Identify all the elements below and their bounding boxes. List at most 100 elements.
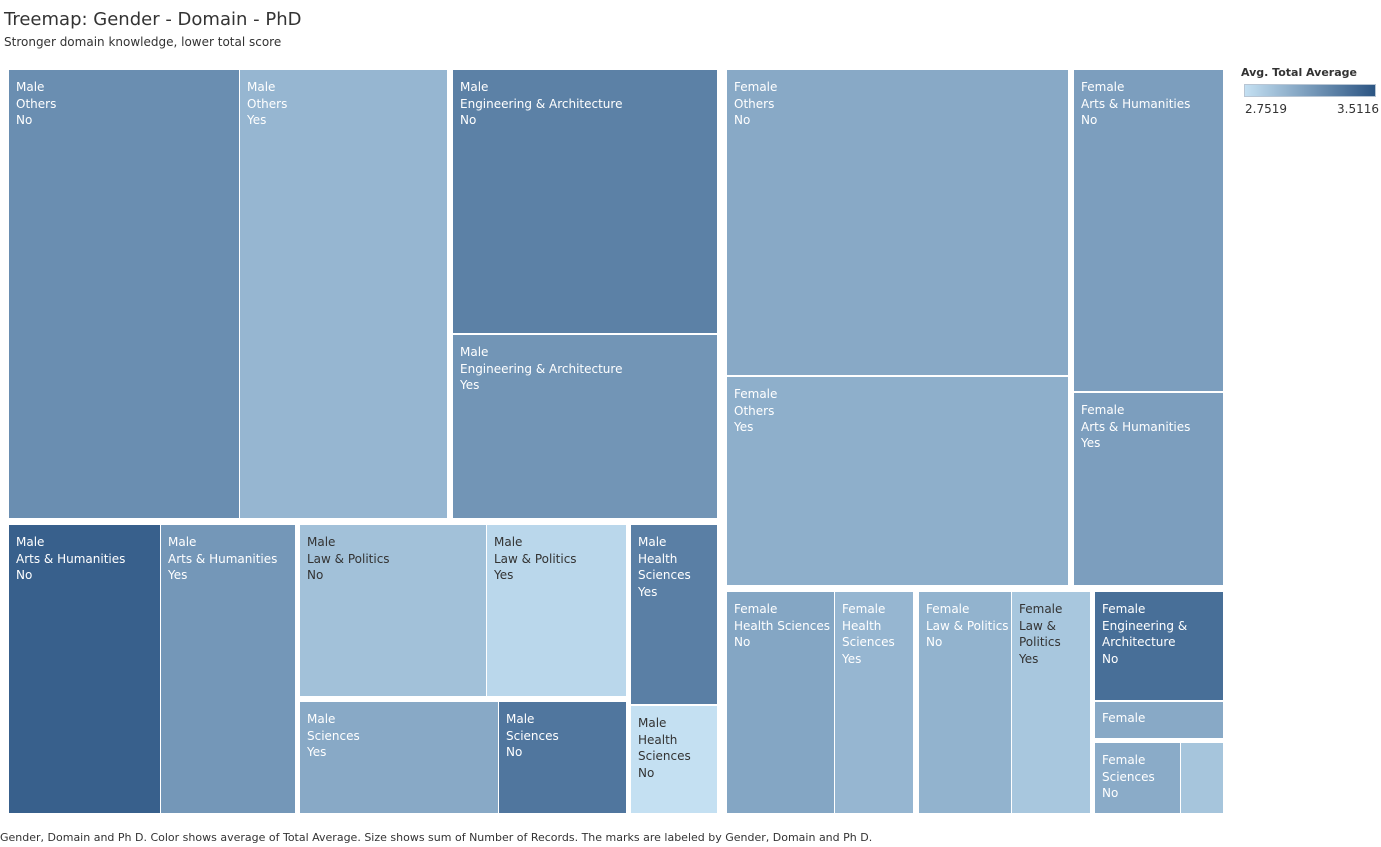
treemap-cell-m-arts-no[interactable]: Male Arts & Humanities No <box>9 525 160 813</box>
cell-label-line: Male <box>506 712 535 726</box>
cell-label-line: Male <box>16 535 45 549</box>
cell-label-line: Sciences <box>1102 769 1155 784</box>
treemap-cell-f-others-yes[interactable]: Female Others Yes <box>727 377 1068 585</box>
cell-label-line: Others <box>734 403 775 418</box>
cell-label-line: Female <box>1081 80 1125 94</box>
cell-label-line: Arts & Humanities <box>168 551 278 566</box>
legend-color-ramp <box>1244 84 1376 97</box>
treemap-cell-m-sci-yes[interactable]: Male Sciences Yes <box>300 702 498 813</box>
cell-label-line: No <box>506 745 523 759</box>
cell-label-line: Health Sciences <box>734 618 830 633</box>
cell-label-line: Male <box>307 712 336 726</box>
chart-subtitle: Stronger domain knowledge, lower total s… <box>4 35 282 49</box>
cell-label-line: No <box>1102 786 1119 800</box>
treemap-cell-m-health-yes[interactable]: Male Health Sciences Yes <box>631 525 717 704</box>
cell-label-line: Arts & Humanities <box>16 551 126 566</box>
cell-label-line: Female <box>842 602 886 616</box>
cell-label-line: No <box>734 113 751 127</box>
cell-label-line: Male <box>460 80 489 94</box>
treemap-cell-f-sci-yes[interactable] <box>1181 743 1223 813</box>
cell-label-line: Yes <box>494 568 514 582</box>
treemap-cell-f-law-yes[interactable]: Female Law & Politics Yes <box>1012 592 1090 813</box>
cell-label-line: Female <box>1102 711 1146 725</box>
chart-title: Treemap: Gender - Domain - PhD <box>4 9 302 30</box>
cell-label-line: Female <box>1081 403 1125 417</box>
treemap-cell-f-arts-yes[interactable]: Female Arts & Humanities Yes <box>1074 393 1223 585</box>
cell-label-line: Yes <box>638 584 658 599</box>
cell-label-line: Law & <box>1019 618 1057 633</box>
treemap-cell-m-law-no[interactable]: Male Law & Politics No <box>300 525 486 696</box>
treemap-cell-m-others-yes[interactable]: Male Others Yes <box>240 70 447 518</box>
treemap-cell-f-arts-no[interactable]: Female Arts & Humanities No <box>1074 70 1223 391</box>
cell-label-line: No <box>307 568 324 582</box>
cell-label-line: Male <box>168 535 197 549</box>
treemap-cell-f-sci-no[interactable]: Female Sciences No <box>1095 743 1180 813</box>
cell-label-line: Yes <box>1081 436 1101 450</box>
cell-label-line: Others <box>16 96 57 111</box>
treemap-cell-f-eng-yes[interactable]: Female <box>1095 702 1223 738</box>
cell-label-line: Health <box>638 551 678 566</box>
cell-label-line: Health <box>638 732 678 747</box>
cell-label-line: No <box>734 635 751 649</box>
cell-label-line: Sciences <box>638 749 691 763</box>
chart-caption: Gender, Domain and Ph D. Color shows ave… <box>0 831 873 844</box>
cell-label-line: Engineering & <box>1102 618 1188 633</box>
cell-label-line: Yes <box>460 378 480 392</box>
treemap-cell-m-eng-no[interactable]: Male Engineering & Architecture No <box>453 70 717 333</box>
cell-label-line: Male <box>638 716 667 730</box>
cell-label-line: Female <box>1102 602 1146 616</box>
treemap-cell-f-law-no[interactable]: Female Law & Politics No <box>919 592 1011 813</box>
cell-label-line: Law & Politics <box>926 618 1009 633</box>
treemap-cell-m-law-yes[interactable]: Male Law & Politics Yes <box>487 525 626 696</box>
cell-label-line: Health <box>842 618 882 633</box>
treemap-cell-f-eng-no[interactable]: Female Engineering & Architecture No <box>1095 592 1223 700</box>
cell-label-line: Male <box>247 80 276 94</box>
cell-label-line: Female <box>734 80 778 94</box>
legend-min-label: 2.7519 <box>1245 102 1287 116</box>
cell-label-line: Yes <box>247 113 267 127</box>
treemap-cell-m-arts-yes[interactable]: Male Arts & Humanities Yes <box>161 525 295 813</box>
cell-label-line: Engineering & Architecture <box>460 361 623 376</box>
treemap-cell-f-health-yes[interactable]: Female Health Sciences Yes <box>835 592 913 813</box>
cell-label-line: Others <box>734 96 775 111</box>
cell-label-line: Yes <box>1019 651 1039 666</box>
cell-label-line: Female <box>734 387 778 401</box>
cell-label-line: No <box>460 113 477 127</box>
cell-label-line: No <box>16 568 33 582</box>
treemap-cell-m-others-no[interactable]: Male Others No <box>9 70 239 518</box>
legend-max-label: 3.5116 <box>1337 102 1379 116</box>
treemap-cell-f-others-no[interactable]: Female Others No <box>727 70 1068 375</box>
cell-label-line: Sciences <box>506 728 559 743</box>
cell-label-line: Yes <box>307 745 327 759</box>
cell-label-line: Sciences <box>638 568 691 582</box>
cell-label-line: Female <box>926 602 970 616</box>
cell-label-line: Male <box>16 80 45 94</box>
cell-label-line: Yes <box>734 420 754 434</box>
treemap-cell-m-eng-yes[interactable]: Male Engineering & Architecture Yes <box>453 335 717 518</box>
cell-label-line: Male <box>638 535 667 549</box>
cell-label-line: Male <box>494 535 523 549</box>
cell-label-line: No <box>926 635 943 649</box>
cell-label-line: Arts & Humanities <box>1081 419 1191 434</box>
treemap-cell-m-sci-no[interactable]: Male Sciences No <box>499 702 626 813</box>
cell-label-line: Female <box>1019 602 1063 616</box>
cell-label-line: Law & Politics <box>307 551 390 566</box>
cell-label-line: Female <box>1102 753 1146 767</box>
cell-label-line: Engineering & Architecture <box>460 96 623 111</box>
cell-label-line: No <box>638 765 655 780</box>
cell-label-line: No <box>1081 113 1098 127</box>
cell-label-line: Sciences <box>307 728 360 743</box>
cell-label-line: Yes <box>842 651 862 666</box>
cell-label-line: Politics <box>1019 635 1061 649</box>
cell-label-line: Female <box>734 602 778 616</box>
cell-label-line: Yes <box>168 568 188 582</box>
legend-title: Avg. Total Average <box>1241 66 1357 79</box>
cell-label-line: Arts & Humanities <box>1081 96 1191 111</box>
cell-label-line: No <box>1102 651 1119 666</box>
cell-label-line: Male <box>460 345 489 359</box>
treemap-cell-m-health-no[interactable]: Male Health Sciences No <box>631 706 717 813</box>
treemap-cell-f-health-no[interactable]: Female Health Sciences No <box>727 592 834 813</box>
cell-label-line: Law & Politics <box>494 551 577 566</box>
cell-label-line: Others <box>247 96 288 111</box>
